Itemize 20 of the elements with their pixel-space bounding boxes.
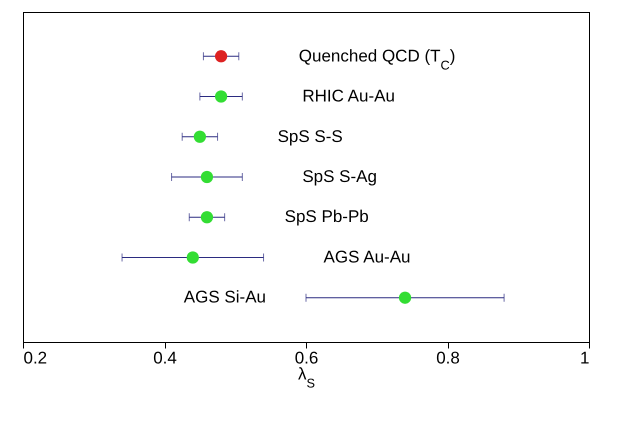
point: [194, 130, 206, 143]
y-tick-label: AGS Si-Au: [184, 288, 266, 307]
point: [186, 251, 199, 264]
x-tick-label: 0.4: [153, 348, 177, 368]
point: [214, 90, 228, 103]
point: [200, 170, 214, 184]
y-tick-label: AGS Au-Au: [324, 247, 410, 266]
x-tick-label: 0.8: [436, 348, 460, 368]
x-tick-label: 1: [580, 348, 590, 368]
point: [398, 292, 412, 304]
x-tick-label: 0.6: [294, 348, 318, 368]
y-tick-label: SpS S-S: [278, 126, 343, 146]
y-tick-label: SpS Pb-Pb: [284, 207, 369, 226]
x-axis-title: λ$_{S}$: [298, 364, 316, 390]
y-tick-label: RHIC Au-Au: [302, 86, 395, 106]
y-tick-label: SpS S-Ag: [302, 167, 377, 186]
y-tick-label: Quenched QCD (T$_{C}$): [298, 46, 456, 72]
point: [200, 211, 214, 224]
point: [214, 50, 228, 62]
x-tick-label: 0.2: [24, 348, 48, 368]
